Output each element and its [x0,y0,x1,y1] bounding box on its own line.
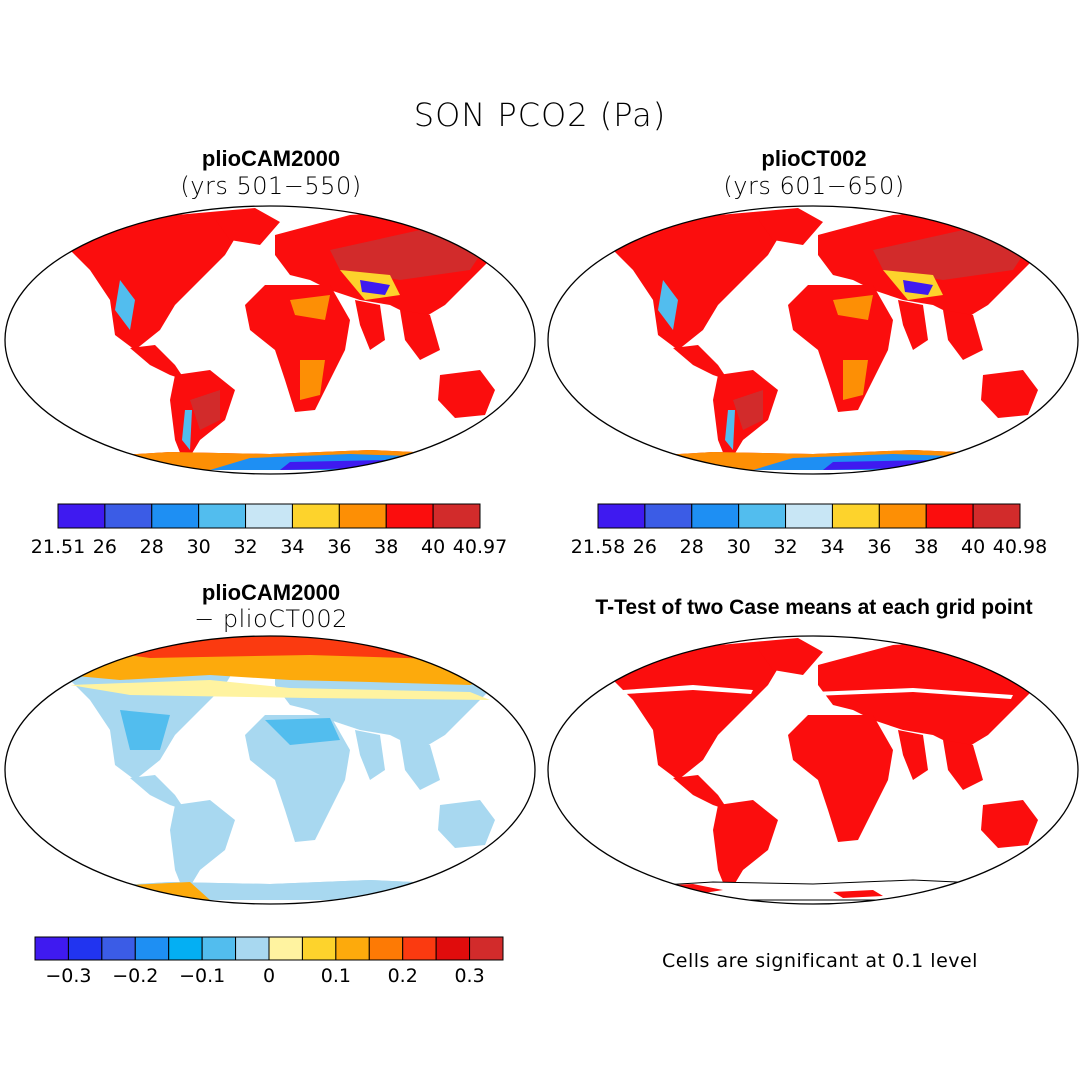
colorbar-swatch [168,936,203,961]
colorbar-tick-label: 0.3 [454,965,484,987]
colorbar-swatch [201,936,237,961]
colorbar-tick-label: −0.3 [45,965,91,987]
colorbar-swatch [235,936,270,961]
colorbar-tick-label: 40 [421,536,445,558]
colorbar-swatch [67,936,103,961]
colorbar-swatch [831,503,880,529]
colorbar-tick-label: 21.51 [31,536,85,558]
colorbar-swatch [691,503,740,529]
colorbar-tick-label: 0.1 [321,965,351,987]
significance-note: Cells are significant at 0.1 level [662,950,978,972]
colorbar-swatch [134,936,170,961]
colorbar-tick-label: −0.1 [179,965,225,987]
colorbar-tick-label: 32 [233,536,257,558]
colorbar-tick-label: 40.98 [993,536,1047,558]
colorbar-swatch [245,503,293,529]
panel-2-title: plioCT002 [761,146,867,171]
colorbar-swatch [597,503,646,529]
colorbar-swatch [972,503,1021,529]
colorbar-tick-label: 36 [327,536,351,558]
colorbar-swatch [34,936,69,961]
colorbar-tick-label: 40.97 [453,536,507,558]
colorbar-swatch [644,503,693,529]
map-panel-3 [5,636,535,904]
panel-3-title: plioCAM2000 [201,580,341,605]
colorbar-tick-label: 28 [680,536,704,558]
colorbar-swatch [57,503,106,529]
colorbar-swatch [338,503,387,529]
map-panel-4 [548,636,1078,904]
panel-3-subtitle: − plioCT002 [194,605,348,633]
colorbar-swatch [785,503,833,529]
colorbar-swatch [198,503,247,529]
colorbar-swatch [368,936,404,961]
colorbar-tick-label: 30 [187,536,211,558]
colorbar-tick-label: −0.2 [112,965,158,987]
colorbar-swatch [268,936,303,961]
colorbar-tick-label: 32 [773,536,797,558]
map-panel-2 [548,206,1078,474]
colorbar-tick-label: 40 [961,536,985,558]
panel-1-subtitle: (yrs 501−550) [180,172,362,200]
colorbar-tick-label: 38 [914,536,938,558]
colorbar-tick-label: 36 [867,536,891,558]
colorbar-swatch [435,936,471,961]
colorbar-tick-label: 26 [93,536,117,558]
map-panel-1 [5,206,535,474]
colorbar-tick-label: 34 [820,536,844,558]
colorbar-swatch [104,503,153,529]
colorbar-swatch [878,503,927,529]
colorbar-swatch [925,503,974,529]
colorbar-tick-label: 26 [633,536,657,558]
colorbar-tick-label: 34 [280,536,304,558]
colorbar-swatch [385,503,434,529]
figure-title: SON PCO2 (Pa) [413,96,667,134]
colorbar-swatch [402,936,437,961]
colorbar-tick-label: 21.58 [571,536,625,558]
colorbar-tick-label: 30 [727,536,751,558]
panel-4-title: T-Test of two Case means at each grid po… [595,596,1033,619]
colorbar-panel-1: 21.51 26 28 30 32 34 36 38 40 40.97 [31,503,507,558]
panel-1-title: plioCAM2000 [201,146,341,171]
colorbar-swatch [469,936,504,961]
colorbar-tick-label: 28 [140,536,164,558]
colorbar-swatch [432,503,481,529]
panel-2-subtitle: (yrs 601−650) [723,172,905,200]
colorbar-tick-label: 38 [374,536,398,558]
colorbar-swatch [151,503,200,529]
colorbar-tick-label: 0.2 [388,965,418,987]
colorbar-panel-3: −0.3 −0.2 −0.1 0 0.1 0.2 0.3 [34,936,504,987]
colorbar-swatch [301,936,337,961]
colorbar-swatch [291,503,340,529]
colorbar-swatch [738,503,787,529]
colorbar-swatch [101,936,136,961]
colorbar-swatch [335,936,370,961]
colorbar-panel-2: 21.58 26 28 30 32 34 36 38 40 40.98 [571,503,1047,558]
colorbar-tick-label: 0 [263,965,275,987]
